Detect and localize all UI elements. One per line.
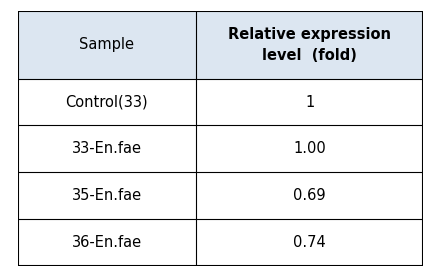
Bar	[18, 172, 423, 219]
Text: Control(33): Control(33)	[66, 94, 148, 109]
Bar	[18, 11, 423, 79]
Bar	[18, 125, 423, 172]
Text: 1.00: 1.00	[293, 141, 326, 156]
Text: Relative expression
level  (fold): Relative expression level (fold)	[228, 27, 391, 63]
Text: 1: 1	[305, 94, 314, 109]
Text: 0.69: 0.69	[293, 188, 326, 203]
Text: 35-En.fae: 35-En.fae	[72, 188, 142, 203]
Bar	[18, 219, 423, 266]
Text: Sample: Sample	[79, 37, 135, 52]
Text: 33-En.fae: 33-En.fae	[72, 141, 142, 156]
Bar	[18, 79, 423, 125]
Text: 0.74: 0.74	[293, 235, 326, 250]
Text: 36-En.fae: 36-En.fae	[72, 235, 142, 250]
